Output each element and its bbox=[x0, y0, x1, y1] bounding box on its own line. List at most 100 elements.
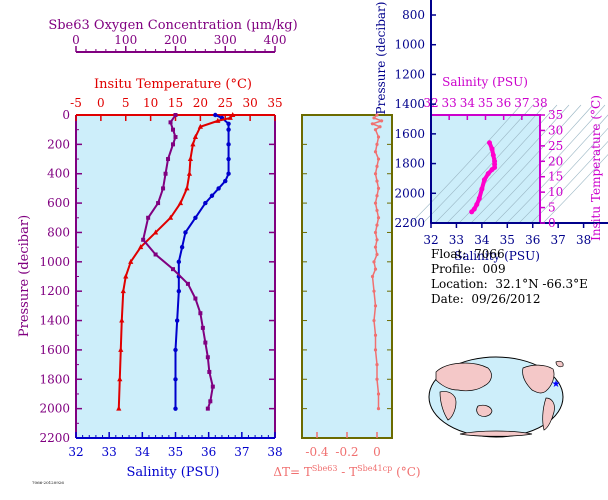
salinity-point bbox=[176, 288, 182, 294]
ts-temp-tick-label: 30 bbox=[548, 123, 563, 137]
temperature-point bbox=[192, 134, 198, 140]
delta-point bbox=[375, 113, 379, 117]
temperature-point bbox=[123, 273, 129, 279]
profile-value: 009 bbox=[482, 262, 506, 276]
oxygen-point bbox=[141, 237, 146, 242]
oxygen-point bbox=[173, 113, 178, 117]
oxygen-point bbox=[173, 135, 178, 140]
ts-top-salinity-label: Salinity (PSU) bbox=[442, 75, 528, 89]
delta-point bbox=[373, 201, 378, 205]
pressure-tick-label: 1000 bbox=[39, 255, 70, 269]
ts-top-tick-label: 34 bbox=[460, 96, 476, 110]
ts-temp-tick-label: 10 bbox=[548, 185, 563, 199]
ts-point bbox=[492, 158, 498, 164]
footer-tag: 7066-20120926 bbox=[32, 480, 64, 485]
oxygen-point bbox=[200, 325, 205, 330]
ts-point bbox=[490, 152, 496, 158]
ts-point bbox=[481, 177, 487, 183]
salinity-tick-label: 34 bbox=[135, 445, 151, 459]
profile-series bbox=[116, 112, 236, 411]
temperature-axis-label: Insitu Temperature (°C) bbox=[94, 77, 252, 92]
ts-pressure-tick-label: 1200 bbox=[394, 67, 425, 81]
temperature-point bbox=[153, 229, 159, 235]
temperature-point bbox=[215, 117, 221, 123]
ts-pressure-tick-label: 1600 bbox=[394, 127, 425, 141]
ts-temperature-label: Insitu Temperature (°C) bbox=[589, 95, 603, 241]
density-contour bbox=[422, 104, 534, 224]
location-label: Location: bbox=[431, 277, 488, 291]
oxygen-point bbox=[156, 201, 161, 206]
salinity-point bbox=[179, 244, 185, 250]
delta-tick-label: 0 bbox=[373, 445, 381, 459]
delta-point bbox=[376, 135, 381, 139]
salinity-point bbox=[226, 142, 231, 147]
ts-pressure-tick-label: 800 bbox=[402, 8, 425, 22]
ts-bottom-tick-label: 35 bbox=[500, 233, 515, 247]
temperature-point bbox=[186, 170, 193, 176]
salinity-point bbox=[203, 200, 208, 206]
temperature-tick-label: 10 bbox=[143, 96, 158, 110]
density-contour bbox=[506, 114, 608, 224]
map-africa bbox=[439, 391, 457, 421]
delta-point bbox=[370, 122, 375, 126]
temperature-tick-label: 20 bbox=[193, 96, 208, 110]
float-row: Float: 7066 bbox=[431, 247, 588, 262]
delta-point bbox=[373, 245, 378, 249]
salinity-point bbox=[183, 230, 188, 235]
ts-temp-tick-label: 15 bbox=[548, 170, 563, 184]
delta-point bbox=[376, 407, 381, 411]
salinity-point bbox=[173, 377, 178, 382]
oxygen-point bbox=[168, 120, 173, 125]
oxygen-point bbox=[146, 215, 151, 220]
ts-temp-tick-label: 5 bbox=[548, 201, 556, 215]
pressure-tick-label: 1400 bbox=[39, 314, 70, 328]
oxygen-tick-label: 400 bbox=[264, 33, 287, 47]
salinity-point bbox=[193, 215, 198, 220]
pressure-tick-label: 1600 bbox=[39, 343, 70, 357]
salinity-point bbox=[226, 127, 231, 132]
ts-bottom-tick-label: 34 bbox=[474, 233, 490, 247]
temperature-point bbox=[128, 258, 134, 264]
density-contour bbox=[410, 104, 522, 224]
delta-point bbox=[373, 172, 378, 176]
ts-bottom-tick-label: 37 bbox=[551, 233, 566, 247]
temperature-point bbox=[120, 288, 126, 294]
salinity-point bbox=[216, 186, 221, 191]
delta-point bbox=[370, 274, 375, 279]
density-contour bbox=[458, 104, 570, 224]
delta-point bbox=[372, 318, 376, 323]
density-contour bbox=[446, 104, 558, 224]
oxygen-point bbox=[205, 406, 210, 411]
salinity-point bbox=[176, 259, 182, 265]
ts-bottom-salinity-label: Salinity (PSU) bbox=[454, 249, 540, 263]
delta-point bbox=[375, 223, 379, 227]
date-label: Date: bbox=[431, 292, 464, 306]
oxygen-point bbox=[171, 267, 176, 272]
ts-series bbox=[469, 140, 498, 215]
salinity-tick-label: 38 bbox=[267, 445, 282, 459]
oxygen-tick-label: 100 bbox=[114, 33, 137, 47]
ts-point bbox=[474, 201, 480, 207]
temperature-point bbox=[190, 141, 196, 147]
delta-point bbox=[376, 157, 381, 161]
map-antarctica bbox=[459, 430, 533, 437]
delta-point bbox=[375, 142, 379, 146]
ts-pressure-tick-label: 1000 bbox=[394, 38, 425, 52]
temperature-point bbox=[197, 123, 203, 129]
temperature-tick-label: 35 bbox=[267, 96, 282, 110]
pressure-tick-label: 600 bbox=[47, 196, 70, 210]
delta-point bbox=[373, 150, 378, 154]
oxygen-tick-label: 300 bbox=[214, 33, 237, 47]
pressure-tick-label: 400 bbox=[47, 167, 70, 181]
oxygen-tick-label: 200 bbox=[164, 33, 187, 47]
salinity-point bbox=[223, 178, 228, 184]
salinity-tick-label: 32 bbox=[68, 445, 83, 459]
ts-point bbox=[489, 146, 495, 152]
delta-series bbox=[370, 113, 384, 411]
delta-point bbox=[373, 267, 378, 271]
float-label: Float: bbox=[431, 247, 467, 261]
ts-pressure-tick-label: 1400 bbox=[394, 97, 425, 111]
profile-label: Profile: bbox=[431, 262, 476, 276]
map-eurasia bbox=[435, 362, 492, 392]
